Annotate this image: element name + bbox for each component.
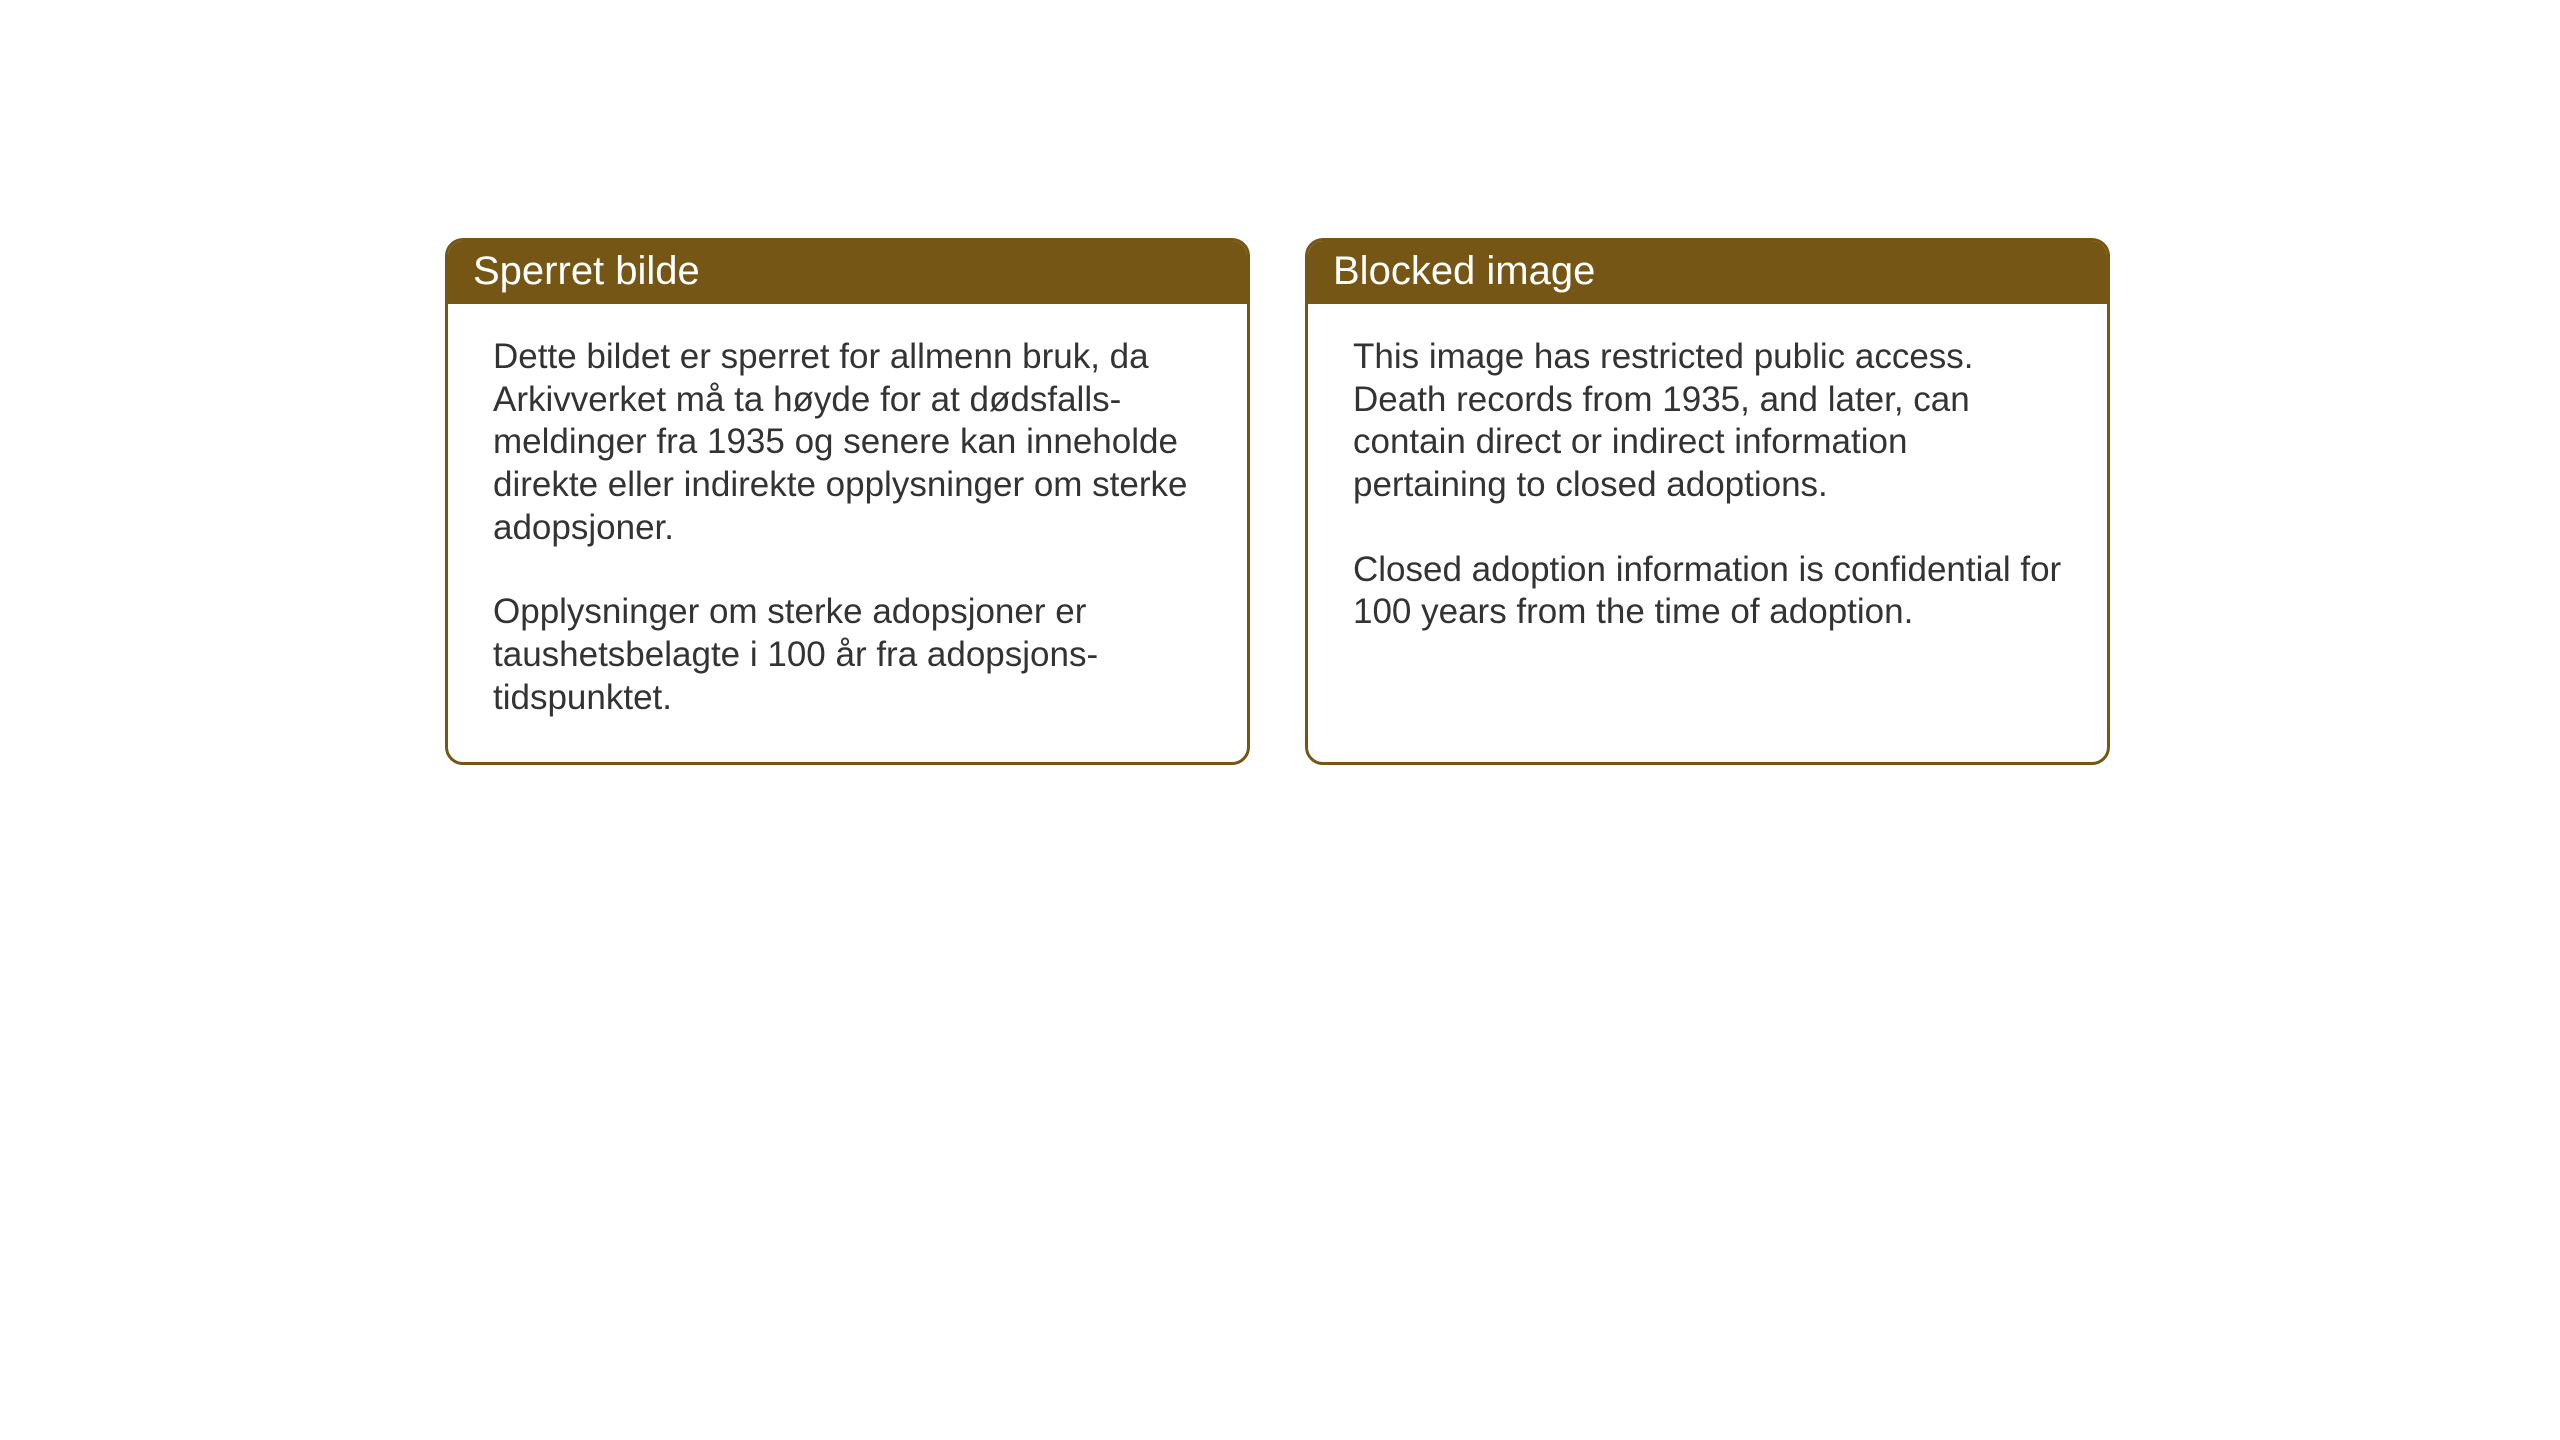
notice-box-english: Blocked image This image has restricted … <box>1305 238 2110 765</box>
notice-header-english: Blocked image <box>1308 241 2107 304</box>
notice-container: Sperret bilde Dette bildet er sperret fo… <box>445 238 2110 765</box>
notice-paragraph-1-no: Dette bildet er sperret for allmenn bruk… <box>493 336 1202 549</box>
notice-body-norwegian: Dette bildet er sperret for allmenn bruk… <box>448 304 1247 762</box>
notice-paragraph-1-en: This image has restricted public access.… <box>1353 336 2062 507</box>
notice-paragraph-2-no: Opplysninger om sterke adopsjoner er tau… <box>493 591 1202 719</box>
notice-paragraph-2-en: Closed adoption information is confident… <box>1353 549 2062 634</box>
notice-body-english: This image has restricted public access.… <box>1308 304 2107 676</box>
notice-box-norwegian: Sperret bilde Dette bildet er sperret fo… <box>445 238 1250 765</box>
notice-header-norwegian: Sperret bilde <box>448 241 1247 304</box>
